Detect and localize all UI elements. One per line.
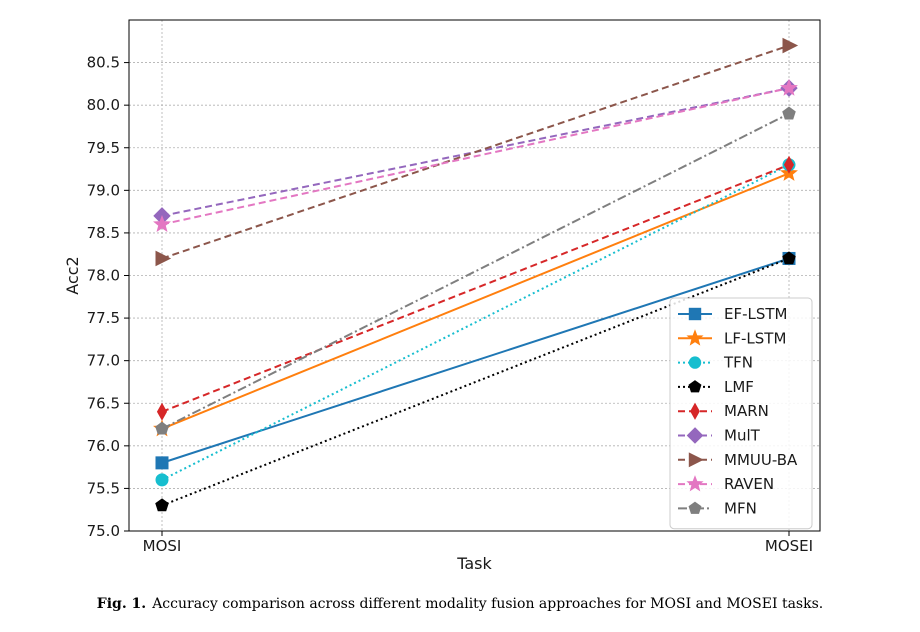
legend-marker-raven (686, 475, 704, 492)
legend-label-marn: MARN (724, 402, 769, 420)
y-tick-label: 79.0 (87, 181, 120, 199)
data-point-marn (783, 155, 795, 174)
data-point-ef-lstm (155, 456, 169, 470)
series-mmuu-ba (155, 37, 799, 267)
caption-text: Accuracy comparison across different mod… (152, 596, 824, 612)
legend-label-mult: MulT (724, 427, 761, 445)
x-tick-label: MOSI (143, 537, 182, 555)
legend-marker-tfn (688, 356, 702, 369)
y-tick-label: 77.0 (87, 352, 120, 370)
tick-labels: 75.0 75.5 76.0 76.5 77.0 77.5 78.0 78.5 79.0 79.5… (87, 54, 813, 555)
y-tick-label: 79.5 (87, 139, 120, 157)
legend-marker-lf-lstm (686, 329, 704, 346)
series-raven (153, 78, 798, 233)
y-tick-label: 80.0 (87, 96, 120, 114)
legend-marker-marn (690, 402, 700, 420)
data-point-tfn (155, 473, 169, 487)
legend-label-ef-lstm: EF-LSTM (724, 305, 788, 323)
series-line-raven (161, 87, 790, 226)
series-line-mmuu-ba (161, 44, 790, 260)
data-point-raven (153, 214, 171, 233)
legend-marker-mfn (688, 501, 702, 514)
data-point-lmf (155, 498, 169, 512)
legend-label-lmf: LMF (724, 378, 754, 396)
series-line-marn (161, 163, 790, 413)
y-tick-label: 77.5 (87, 309, 120, 327)
series-line-ef-lstm (161, 257, 790, 464)
y-axis-label: Acc2 (63, 256, 82, 294)
x-axis-label: Task (456, 554, 492, 573)
series-line-lf-lstm (161, 172, 790, 430)
data-point-mmuu-ba (155, 250, 172, 267)
data-point-mfn (782, 106, 796, 120)
y-tick-label: 75.0 (87, 522, 120, 540)
legend-marker-lmf (688, 380, 702, 393)
legend-marker-ef-lstm (688, 307, 702, 321)
legend-label-lf-lstm: LF-LSTM (724, 329, 786, 347)
caption-label: Fig. 1. (96, 596, 147, 612)
y-tick-label: 76.0 (87, 437, 120, 455)
legend-label-mfn: MFN (724, 499, 757, 517)
x-tick-label: MOSEI (765, 537, 813, 555)
series-mfn (155, 106, 796, 435)
legend-box (669, 297, 813, 530)
line-chart: 75.0 75.5 76.0 76.5 77.0 77.5 78.0 78.5 79.0 79.5… (63, 19, 821, 573)
legend: EF-LSTM LF-LSTM TFN LMF MARN MulT MMUU-BA RAVEN… (669, 297, 813, 530)
y-tick-label: 76.5 (87, 394, 120, 412)
y-tick-label: 80.5 (87, 54, 120, 72)
series-line-mfn (161, 112, 790, 430)
legend-label-tfn: TFN (723, 354, 753, 372)
legend-label-mmuu-ba: MMUU-BA (724, 451, 798, 469)
legend-label-raven: RAVEN (724, 475, 774, 493)
figure-caption: Fig. 1. Accuracy comparison across differ… (0, 596, 920, 612)
y-tick-label: 75.5 (87, 479, 120, 497)
series-marn (156, 155, 795, 421)
series-line-tfn (161, 163, 790, 481)
data-point-raven (780, 78, 798, 96)
data-point-mmuu-ba (782, 37, 799, 54)
y-tick-label: 78.0 (87, 267, 120, 285)
data-point-marn (156, 402, 168, 421)
y-tick-label: 78.5 (87, 224, 120, 242)
legend-marker-mult (686, 427, 704, 444)
legend-marker-mmuu-ba (688, 452, 704, 468)
data-point-lmf (782, 251, 796, 265)
data-point-mfn (155, 421, 169, 435)
